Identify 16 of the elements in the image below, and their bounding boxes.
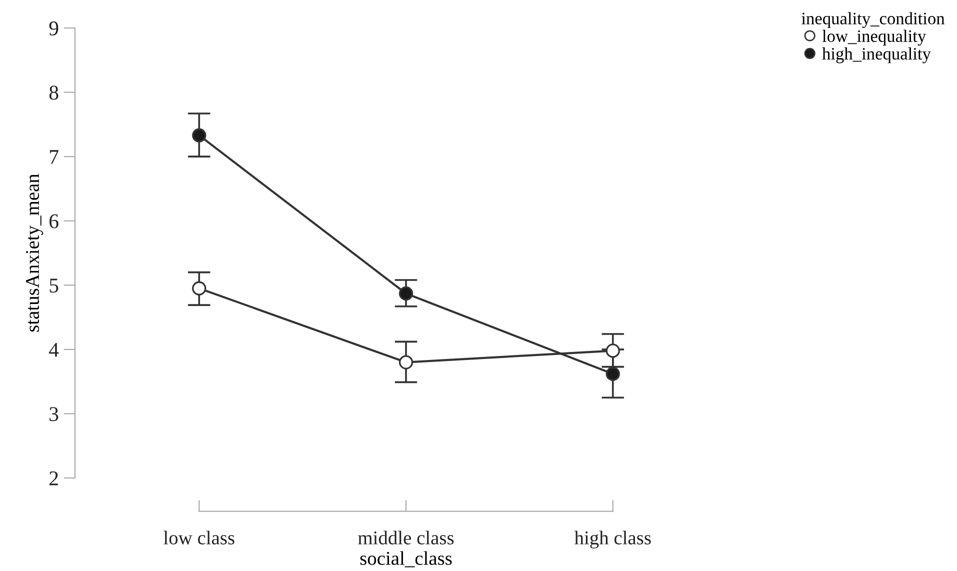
x-tick-label: high class [574,530,651,548]
y-tick-label: 3 [50,407,58,422]
y-tick-label: 8 [49,86,58,100]
x-tick-label: low class [164,530,234,544]
y-tick-label: 7 [50,150,58,164]
y-tick-label: 2 [50,471,58,486]
y-tick-label: 6 [50,214,58,228]
legend-title: inequality_condition [802,12,945,28]
legend-label: low_inequality [822,30,926,46]
y-tick-label: 5 [50,278,58,293]
y-tick-label: 9 [49,21,58,36]
y-tick-label: 4 [49,342,59,357]
y-axis-title: statusAnxiety_mean [26,174,44,332]
legend-label: high_inequality [822,47,931,64]
x-tick-label: middle class [358,530,454,544]
x-axis-title: social_class [360,551,452,568]
